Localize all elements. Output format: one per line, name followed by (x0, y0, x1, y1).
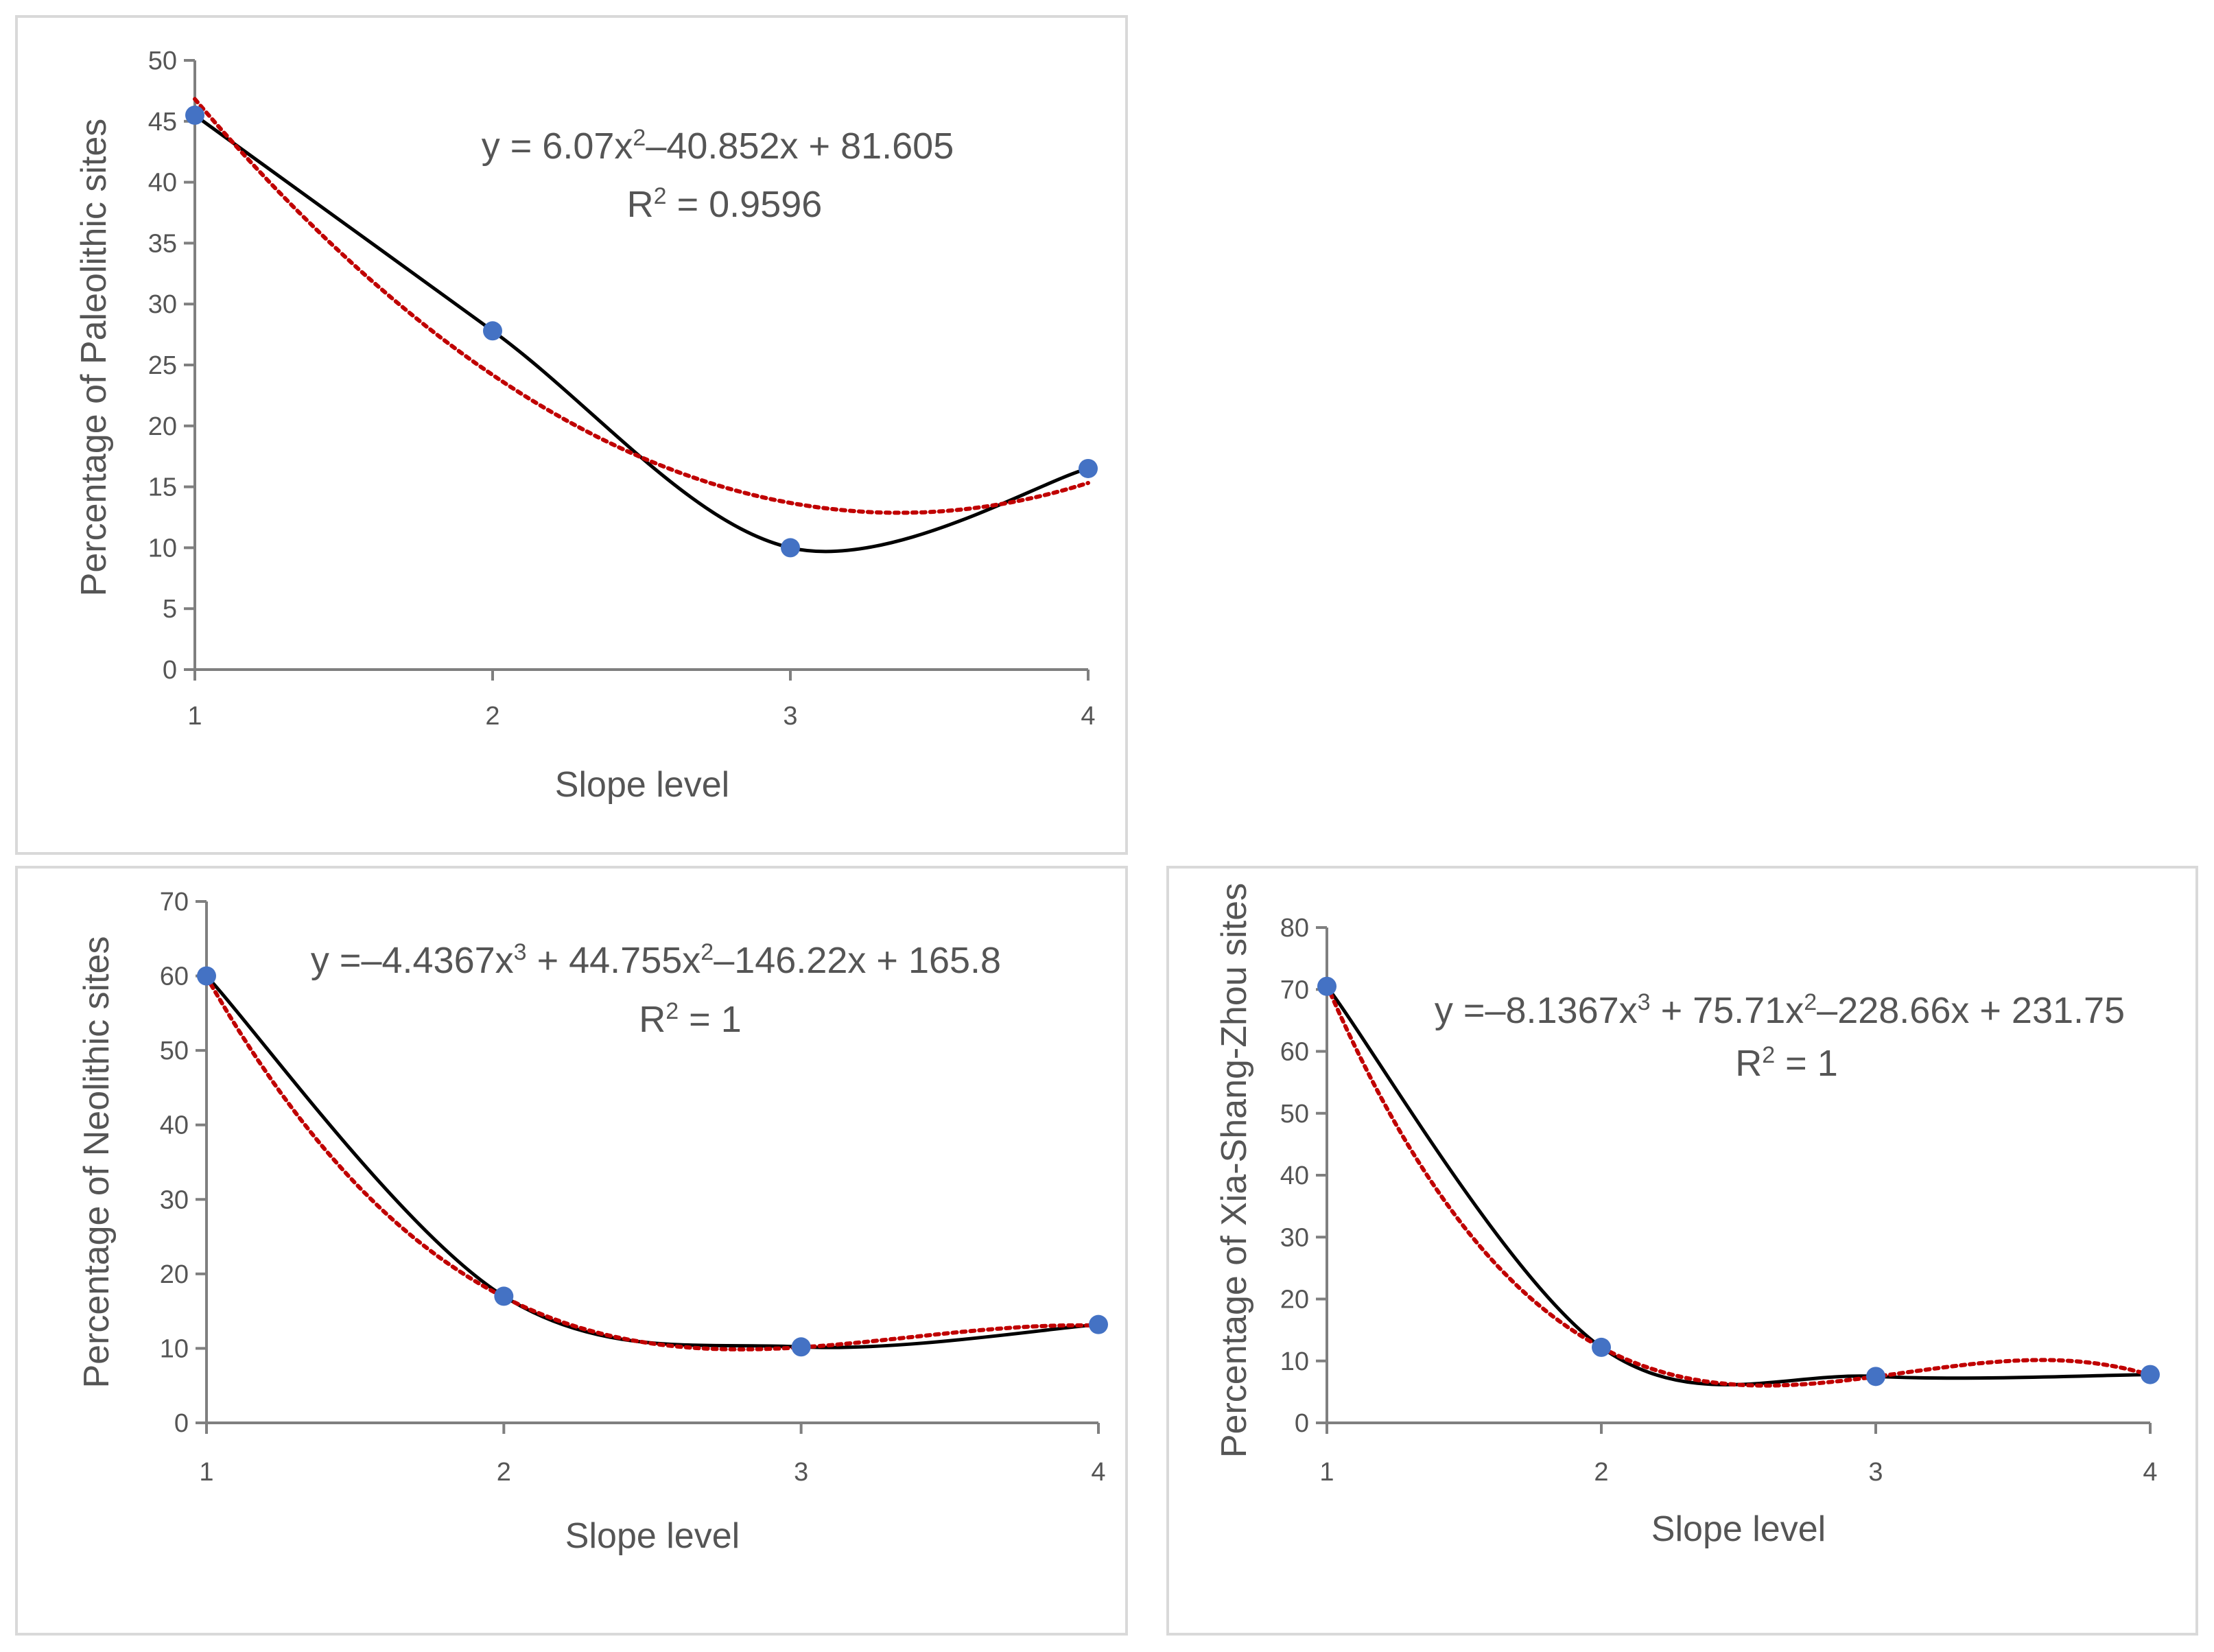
text-run: y =–4.4367x (311, 940, 514, 981)
series-line (1326, 985, 2151, 1386)
y-axis-title: Percentage of Neolithic sites (77, 936, 117, 1388)
y-tick-label: 60 (1280, 1038, 1309, 1067)
data-point (1592, 1337, 1611, 1357)
data-point (2141, 1365, 2160, 1384)
superscript: 2 (654, 183, 667, 209)
x-axis-title: Slope level (1651, 1509, 1826, 1549)
trendline-equation: y = 6.07x2–40.852x + 81.605 (482, 125, 954, 167)
paleolithic-chart: 0 5 10 15 20 25 30 35 40 45 50 1 2 3 4 Slope level Perce… (74, 47, 1098, 805)
superscript: 3 (514, 939, 527, 965)
neolithic-chart-panel: 0 10 20 30 40 50 60 70 1 2 3 4 Slope level Percentage… (15, 866, 1128, 1636)
text-run: –228.66x + 231.75 (1817, 990, 2125, 1031)
y-tick-label: 45 (148, 108, 177, 137)
x-tick-label: 2 (485, 702, 499, 731)
y-tick-label: 25 (148, 351, 177, 380)
xia-shang-zhou-chart-panel: 0 10 20 30 40 50 60 70 80 1 2 3 4 Slope level Percenta… (1166, 866, 2198, 1636)
y-tick-label: 80 (1280, 914, 1309, 943)
data-point (185, 105, 204, 125)
y-tick-label: 30 (148, 290, 177, 319)
y-tick-label: 20 (1280, 1286, 1309, 1314)
x-tick-label: 4 (1081, 702, 1095, 731)
paleolithic-chart-panel: 0 5 10 15 20 25 30 35 40 45 50 1 2 3 4 Slope level Perce… (15, 15, 1128, 855)
y-tick-label: 70 (1280, 976, 1309, 1004)
r-squared-label: R2 = 1 (639, 998, 742, 1040)
y-axis-title: Percentage of Paleolithic sites (74, 119, 114, 597)
x-tick-label: 3 (1868, 1458, 1883, 1487)
r-squared-label: R2 = 1 (1735, 1042, 1838, 1084)
y-axis-title: Percentage of Xia-Shang-Zhou sites (1214, 883, 1254, 1458)
y-tick-label: 40 (148, 169, 177, 198)
x-tick-label: 1 (199, 1458, 213, 1487)
x-tick-label: 2 (497, 1458, 511, 1487)
superscript: 2 (700, 939, 714, 965)
data-point (1079, 458, 1098, 478)
text-run: –146.22x + 165.8 (714, 940, 1001, 981)
text-run: –40.852x + 81.605 (646, 126, 954, 167)
superscript: 2 (1804, 989, 1817, 1015)
x-tick-label: 3 (783, 702, 797, 731)
y-tick-label: 50 (148, 47, 177, 75)
x-tick-label: 4 (2143, 1458, 2157, 1487)
y-tick-label: 60 (160, 963, 189, 991)
xia-shang-zhou-chart: 0 10 20 30 40 50 60 70 80 1 2 3 4 Slope level Percenta… (1214, 883, 2160, 1549)
data-point (1089, 1314, 1108, 1334)
text-run: y =–8.1367x (1435, 990, 1638, 1031)
x-tick-label: 2 (1594, 1458, 1608, 1487)
y-tick-label: 20 (160, 1260, 189, 1289)
superscript: 3 (1638, 989, 1651, 1015)
text-run: y = 6.07x (482, 126, 633, 167)
y-tick-label: 15 (148, 473, 177, 502)
series-line (193, 113, 1089, 554)
text-run: R (627, 184, 654, 225)
y-tick-label: 30 (160, 1185, 189, 1214)
data-point (483, 321, 502, 341)
text-run: + 44.755x (527, 940, 701, 981)
superscript: 2 (666, 998, 679, 1024)
y-tick-label: 40 (160, 1111, 189, 1140)
data-point (791, 1337, 811, 1357)
text-run: = 1 (1775, 1043, 1838, 1084)
y-tick-label: 50 (160, 1037, 189, 1065)
y-tick-label: 10 (160, 1334, 189, 1363)
text-run: R (1735, 1043, 1762, 1084)
x-axis-title: Slope level (565, 1516, 740, 1556)
trendline-equation: y =–8.1367x3 + 75.71x2–228.66x + 231.75 (1435, 989, 2125, 1031)
polynomial-trendline (193, 97, 1090, 515)
y-tick-label: 5 (163, 595, 177, 624)
x-tick-label: 4 (1091, 1458, 1105, 1487)
y-tick-label: 20 (148, 412, 177, 441)
data-point (781, 538, 800, 558)
x-tick-label: 1 (1319, 1458, 1334, 1487)
r-squared-label: R2 = 0.9596 (627, 183, 823, 225)
data-point (494, 1286, 514, 1306)
y-tick-label: 10 (148, 534, 177, 563)
y-tick-label: 30 (1280, 1223, 1309, 1252)
superscript: 2 (633, 125, 646, 151)
data-point (1866, 1367, 1885, 1386)
y-tick-label: 10 (1280, 1347, 1309, 1376)
neolithic-chart: 0 10 20 30 40 50 60 70 1 2 3 4 Slope level Percentage… (77, 888, 1108, 1556)
x-axis-title: Slope level (555, 765, 729, 805)
y-tick-label: 0 (163, 656, 177, 685)
y-tick-label: 50 (1280, 1100, 1309, 1129)
text-run: + 75.71x (1651, 990, 1804, 1031)
y-tick-label: 70 (160, 888, 189, 917)
polynomial-trendline (204, 974, 1100, 1352)
text-run: = 0.9596 (667, 184, 823, 225)
trendline-equation: y =–4.4367x3 + 44.755x2–146.22x + 165.8 (311, 939, 1001, 981)
y-tick-label: 35 (148, 229, 177, 258)
text-run: = 1 (679, 999, 742, 1040)
polynomial-trendline (1325, 983, 2152, 1388)
y-tick-label: 0 (1295, 1409, 1309, 1438)
data-point (1317, 976, 1336, 996)
superscript: 2 (1762, 1042, 1775, 1068)
y-tick-label: 0 (174, 1409, 189, 1438)
data-point (197, 966, 216, 986)
x-tick-label: 1 (187, 702, 202, 731)
text-run: R (639, 999, 666, 1040)
x-tick-label: 3 (794, 1458, 808, 1487)
y-tick-label: 40 (1280, 1161, 1309, 1190)
